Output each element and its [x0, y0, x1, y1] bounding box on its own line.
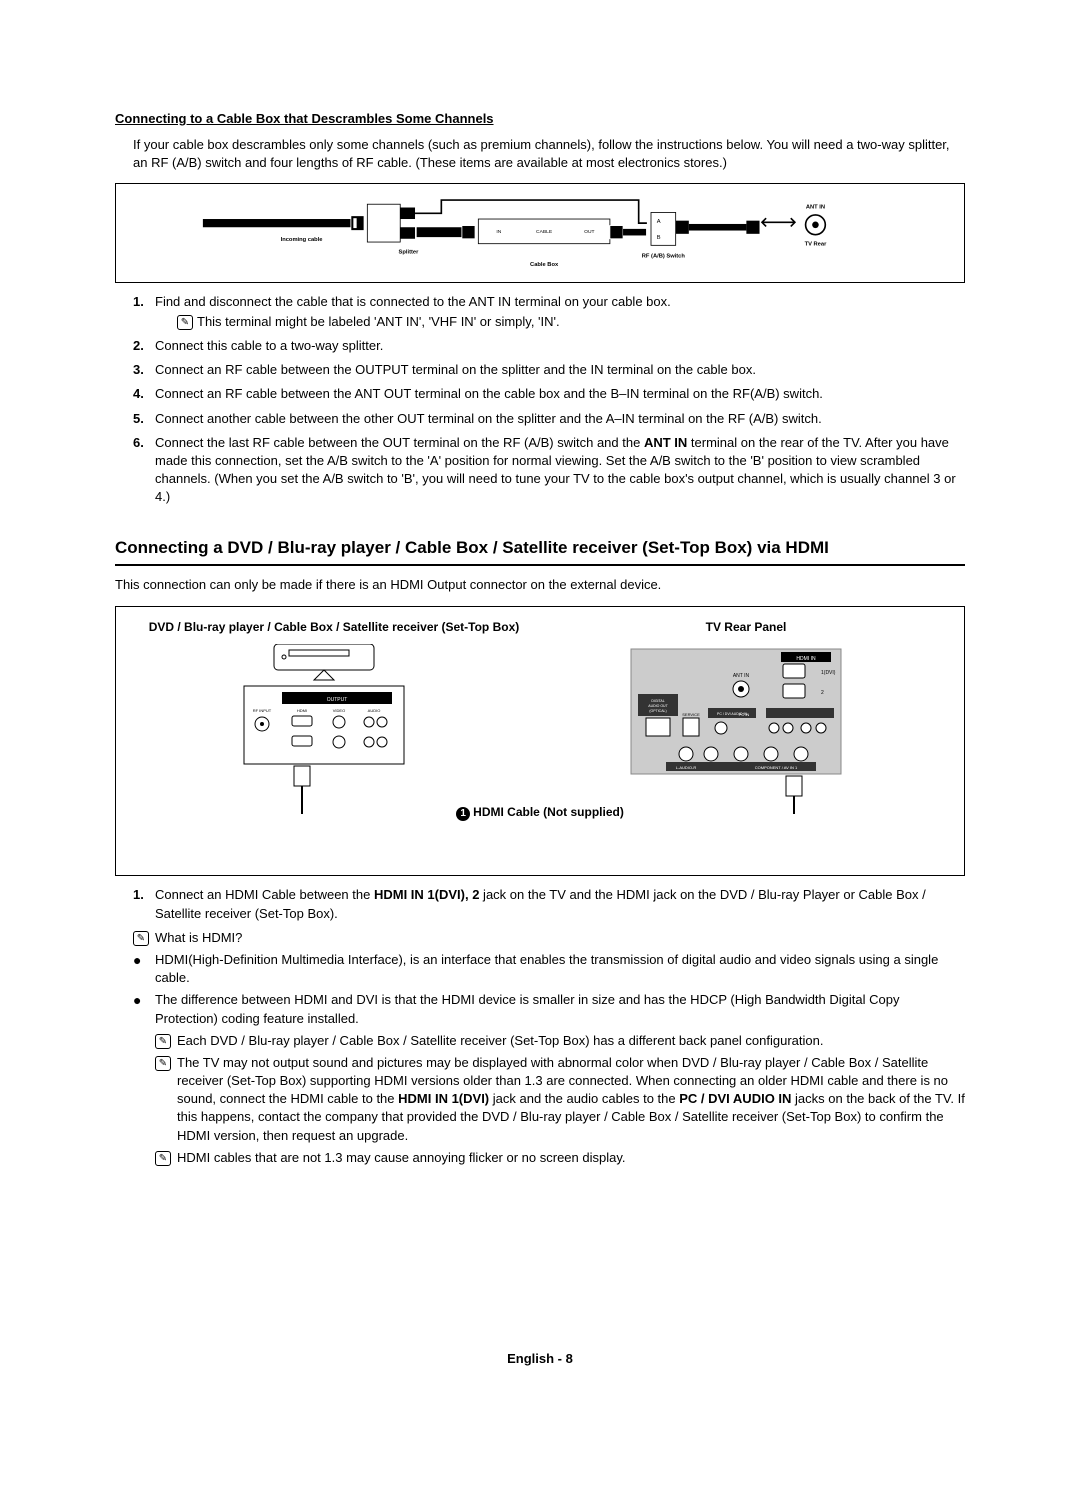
svg-text:CABLE: CABLE: [536, 229, 553, 235]
svg-text:L-AUDIO-R: L-AUDIO-R: [676, 765, 697, 770]
svg-text:ANT IN: ANT IN: [806, 204, 825, 210]
svg-text:Incoming cable: Incoming cable: [281, 237, 323, 243]
svg-text:DIGITAL: DIGITAL: [651, 699, 664, 703]
svg-text:A: A: [657, 219, 661, 225]
section2-notes: ✎ What is HDMI? ●HDMI(High-Definition Mu…: [133, 929, 965, 1028]
bullet-1: ●HDMI(High-Definition Multimedia Interfa…: [133, 951, 965, 987]
step-4: 4.Connect an RF cable between the ANT OU…: [133, 385, 965, 403]
section2-steps: 1. Connect an HDMI Cable between the HDM…: [133, 886, 965, 922]
diagram-cable-box: Incoming cable Splitter IN CABLE OUT Cab…: [115, 183, 965, 283]
svg-text:HDMI: HDMI: [297, 708, 307, 713]
note-icon: ✎: [133, 931, 149, 946]
svg-text:VIDEO: VIDEO: [333, 708, 345, 713]
svg-text:AUDIO OUT: AUDIO OUT: [648, 704, 668, 708]
step-5: 5.Connect another cable between the othe…: [133, 410, 965, 428]
step-6: 6. Connect the last RF cable between the…: [133, 434, 965, 507]
section2-intro: This connection can only be made if ther…: [115, 576, 965, 594]
note-icon: ✎: [155, 1034, 171, 1049]
section1-title: Connecting to a Cable Box that Descrambl…: [115, 110, 965, 128]
tv-rear-panel-diagram: HDMI IN 1(DVI) 2 ANT IN DIGITAL AUDIO OU…: [626, 644, 846, 794]
svg-text:RF INPUT: RF INPUT: [253, 708, 272, 713]
note-icon: ✎: [155, 1151, 171, 1166]
note-a: ✎ Each DVD / Blu-ray player / Cable Box …: [155, 1032, 965, 1050]
svg-text:TV Rear: TV Rear: [805, 241, 827, 247]
section2-heading: Connecting a DVD / Blu-ray player / Cabl…: [115, 536, 965, 566]
step-1: 1. Find and disconnect the cable that is…: [133, 293, 965, 331]
svg-text:B: B: [657, 234, 661, 240]
svg-text:(OPTICAL): (OPTICAL): [649, 709, 666, 713]
note-icon: ✎: [155, 1056, 171, 1071]
step-3: 3.Connect an RF cable between the OUTPUT…: [133, 361, 965, 379]
section1-steps: 1. Find and disconnect the cable that is…: [133, 293, 965, 507]
what-is-hdmi: ✎ What is HDMI?: [133, 929, 965, 947]
note-c: ✎ HDMI cables that are not 1.3 may cause…: [155, 1149, 965, 1167]
svg-text:COMPONENT / AV IN 1: COMPONENT / AV IN 1: [755, 765, 798, 770]
svg-text:RF (A/B) Switch: RF (A/B) Switch: [642, 253, 686, 259]
svg-text:Cable Box: Cable Box: [530, 261, 559, 267]
svg-text:OUTPUT: OUTPUT: [327, 697, 348, 703]
svg-text:1(DVI): 1(DVI): [821, 670, 836, 676]
page-footer: English - 8: [115, 1350, 965, 1368]
section2-indented-notes: ✎ Each DVD / Blu-ray player / Cable Box …: [155, 1032, 965, 1167]
svg-text:AUDIO: AUDIO: [368, 708, 381, 713]
diagram-hdmi: DVD / Blu-ray player / Cable Box / Satel…: [115, 606, 965, 876]
svg-text:PC IN: PC IN: [739, 712, 750, 717]
bullet-2: ●The difference between HDMI and DVI is …: [133, 991, 965, 1027]
s2-step-1: 1. Connect an HDMI Cable between the HDM…: [133, 886, 965, 922]
diagram-left-label: DVD / Blu-ray player / Cable Box / Satel…: [149, 619, 520, 636]
svg-text:IN: IN: [496, 229, 501, 235]
svg-text:2: 2: [821, 690, 824, 696]
svg-text:ANT IN: ANT IN: [733, 673, 750, 679]
note-icon: ✎: [177, 315, 193, 330]
svg-text:HDMI IN: HDMI IN: [796, 656, 816, 662]
svg-text:OUT: OUT: [584, 229, 594, 235]
cable-number-icon: 1: [456, 807, 470, 821]
svg-text:Splitter: Splitter: [399, 249, 420, 255]
section1-intro: If your cable box descrambles only some …: [133, 136, 965, 172]
set-top-box-diagram: OUTPUT HDMI VIDEO AUDIO RF INPUT: [234, 644, 414, 794]
note-b: ✎ The TV may not output sound and pictur…: [155, 1054, 965, 1145]
step-2: 2.Connect this cable to a two-way splitt…: [133, 337, 965, 355]
diagram-right-label: TV Rear Panel: [561, 619, 932, 636]
svg-text:SERVICE: SERVICE: [682, 712, 700, 717]
